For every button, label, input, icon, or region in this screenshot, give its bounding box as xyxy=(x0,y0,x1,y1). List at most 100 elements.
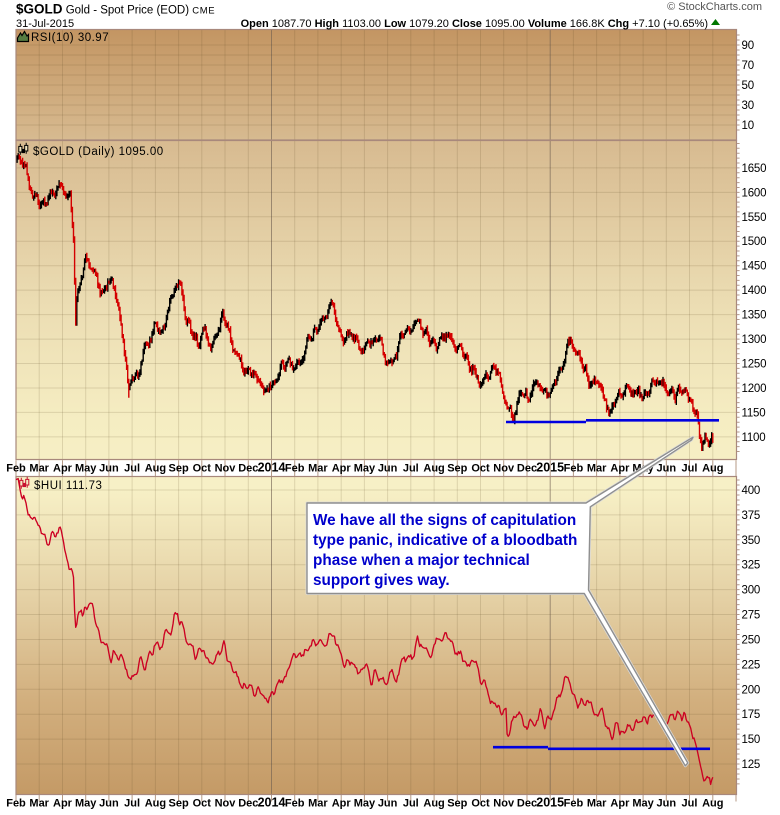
svg-text:10: 10 xyxy=(742,120,754,132)
svg-text:1150: 1150 xyxy=(742,407,766,419)
svg-text:2014: 2014 xyxy=(258,796,286,810)
svg-text:Jul: Jul xyxy=(124,798,140,810)
svg-text:Feb: Feb xyxy=(6,463,26,475)
svg-text:Apr: Apr xyxy=(332,463,352,475)
svg-text:Sep: Sep xyxy=(447,463,467,475)
svg-text:Aug: Aug xyxy=(145,798,166,810)
svg-text:Mar: Mar xyxy=(587,798,607,810)
svg-text:Oct: Oct xyxy=(193,463,212,475)
svg-text:2015: 2015 xyxy=(536,461,564,475)
svg-text:Nov: Nov xyxy=(215,463,237,475)
svg-text:Sep: Sep xyxy=(169,463,189,475)
svg-text:2015: 2015 xyxy=(536,796,564,810)
svg-text:Aug: Aug xyxy=(423,798,444,810)
svg-text:Apr: Apr xyxy=(332,798,352,810)
svg-text:Oct: Oct xyxy=(471,798,490,810)
svg-text:1650: 1650 xyxy=(742,163,767,175)
svg-text:$HUI 111.73: $HUI 111.73 xyxy=(34,480,102,492)
svg-text:Feb: Feb xyxy=(285,798,305,810)
svg-text:Mar: Mar xyxy=(29,798,49,810)
svg-text:225: 225 xyxy=(742,659,761,671)
svg-text:Aug: Aug xyxy=(423,463,444,475)
svg-text:Dec: Dec xyxy=(517,798,537,810)
svg-text:1350: 1350 xyxy=(742,310,767,322)
svg-text:Open 1087.70 High 1103.00 Low: Open 1087.70 High 1103.00 Low 1079.20 Cl… xyxy=(241,18,708,30)
svg-text:150: 150 xyxy=(742,734,761,746)
svg-text:1100: 1100 xyxy=(742,432,766,444)
svg-text:70: 70 xyxy=(742,60,754,72)
svg-text:1600: 1600 xyxy=(742,187,767,199)
svg-text:Aug: Aug xyxy=(702,463,723,475)
svg-text:1250: 1250 xyxy=(742,359,767,371)
svg-text:$GOLD (Daily) 1095.00: $GOLD (Daily) 1095.00 xyxy=(33,146,164,158)
svg-text:Aug: Aug xyxy=(702,798,723,810)
svg-text:Jul: Jul xyxy=(403,463,419,475)
svg-text:Nov: Nov xyxy=(215,798,237,810)
svg-text:325: 325 xyxy=(742,560,761,572)
svg-text:375: 375 xyxy=(742,510,761,522)
svg-text:Jun: Jun xyxy=(99,798,119,810)
svg-text:Jul: Jul xyxy=(124,463,140,475)
svg-text:Dec: Dec xyxy=(238,463,258,475)
svg-text:Sep: Sep xyxy=(169,798,189,810)
svg-text:50: 50 xyxy=(742,80,754,92)
svg-text:Apr: Apr xyxy=(53,463,73,475)
svg-text:1200: 1200 xyxy=(742,383,767,395)
svg-text:Dec: Dec xyxy=(238,798,258,810)
svg-text:Jun: Jun xyxy=(99,463,119,475)
svg-text:Jun: Jun xyxy=(657,463,677,475)
svg-text:Nov: Nov xyxy=(493,463,515,475)
svg-text:Feb: Feb xyxy=(564,463,584,475)
svg-text:Jul: Jul xyxy=(682,798,698,810)
svg-text:Jun: Jun xyxy=(657,798,677,810)
svg-text:300: 300 xyxy=(742,585,761,597)
svg-text:1550: 1550 xyxy=(742,212,767,224)
svg-text:250: 250 xyxy=(742,635,761,647)
svg-text:Mar: Mar xyxy=(587,463,607,475)
svg-text:Dec: Dec xyxy=(517,463,537,475)
svg-text:175: 175 xyxy=(742,709,761,721)
svg-text:275: 275 xyxy=(742,610,761,622)
svg-text:30: 30 xyxy=(742,100,754,112)
svg-text:125: 125 xyxy=(742,759,761,771)
svg-text:phase when a major technical: phase when a major technical xyxy=(313,552,530,569)
svg-text:1400: 1400 xyxy=(742,285,767,297)
svg-text:Oct: Oct xyxy=(193,798,212,810)
svg-text:31-Jul-2015: 31-Jul-2015 xyxy=(16,18,74,30)
svg-text:350: 350 xyxy=(742,535,761,547)
svg-text:Mar: Mar xyxy=(308,463,328,475)
svg-text:Mar: Mar xyxy=(308,798,328,810)
svg-text:Feb: Feb xyxy=(285,463,305,475)
svg-text:Jun: Jun xyxy=(378,798,398,810)
svg-text:May: May xyxy=(75,463,97,475)
svg-text:Feb: Feb xyxy=(564,798,584,810)
svg-text:400: 400 xyxy=(742,485,761,497)
svg-text:May: May xyxy=(75,798,97,810)
svg-text:Jul: Jul xyxy=(403,798,419,810)
svg-text:Jul: Jul xyxy=(682,463,698,475)
svg-text:1300: 1300 xyxy=(742,334,767,346)
svg-text:Feb: Feb xyxy=(6,798,26,810)
svg-text:Apr: Apr xyxy=(610,463,630,475)
svg-text:© StockCharts.com: © StockCharts.com xyxy=(667,1,762,13)
svg-text:type panic, indicative of a bl: type panic, indicative of a bloodbath xyxy=(313,532,577,549)
svg-text:Sep: Sep xyxy=(447,798,467,810)
svg-text:2014: 2014 xyxy=(258,461,286,475)
svg-text:May: May xyxy=(354,798,376,810)
svg-text:Oct: Oct xyxy=(471,463,490,475)
svg-text:1450: 1450 xyxy=(742,261,767,273)
svg-text:Mar: Mar xyxy=(29,463,49,475)
svg-text:May: May xyxy=(632,798,654,810)
svg-text:Aug: Aug xyxy=(145,463,166,475)
svg-text:May: May xyxy=(354,463,376,475)
svg-text:90: 90 xyxy=(742,40,754,52)
svg-text:200: 200 xyxy=(742,684,761,696)
svg-text:Apr: Apr xyxy=(53,798,73,810)
svg-text:Apr: Apr xyxy=(610,798,630,810)
svg-text:1500: 1500 xyxy=(742,236,767,248)
svg-text:RSI(10) 30.97: RSI(10) 30.97 xyxy=(31,32,109,44)
svg-text:We have all the signs of capit: We have all the signs of capitulation xyxy=(313,512,576,529)
svg-text:Nov: Nov xyxy=(493,798,515,810)
svg-text:support gives way.: support gives way. xyxy=(313,572,450,589)
svg-text:Jun: Jun xyxy=(378,463,398,475)
